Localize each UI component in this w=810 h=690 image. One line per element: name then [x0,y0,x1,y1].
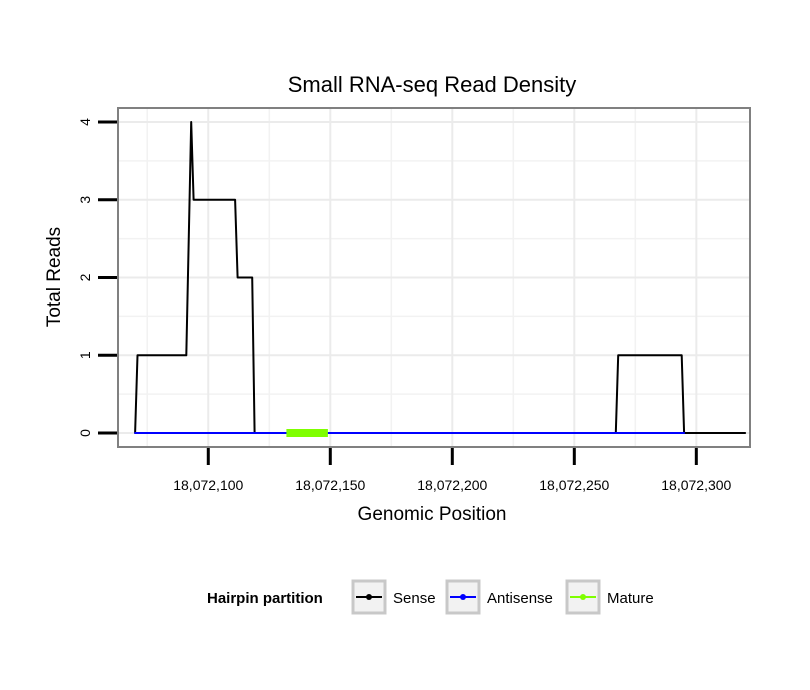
legend: Hairpin partition Sense Antisense Mature [207,579,654,615]
x-tick-label: 18,072,300 [661,477,731,493]
x-axis: 18,072,100 18,072,150 18,072,200 18,072,250… [173,448,732,493]
chart-title: Small RNA-seq Read Density [288,72,577,97]
legend-key-dot [580,594,586,600]
series-layer [134,121,747,437]
x-tick-label: 18,072,200 [417,477,487,493]
legend-key-dot [460,594,466,600]
plot-border [117,107,751,448]
y-tick-label: 2 [77,273,93,281]
y-axis-title: Total Reads [44,227,65,327]
series-line-sense [134,121,747,434]
y-tick-label: 0 [77,429,93,437]
y-tick-label: 4 [77,118,93,126]
legend-key-dot [366,594,372,600]
y-tick-label: 3 [77,196,93,204]
legend-keys: Sense Antisense Mature [351,579,654,615]
x-tick-label: 18,072,100 [173,477,243,493]
x-tick-label: 18,072,250 [539,477,609,493]
legend-label: Mature [607,590,654,607]
y-tick-label: 1 [77,351,93,359]
legend-label: Sense [393,590,436,607]
legend-title: Hairpin partition [207,590,323,607]
x-axis-title: Genomic Position [358,504,507,525]
legend-label: Antisense [487,590,553,607]
x-tick-label: 18,072,150 [295,477,365,493]
y-axis: 0 1 2 3 4 [77,118,117,437]
